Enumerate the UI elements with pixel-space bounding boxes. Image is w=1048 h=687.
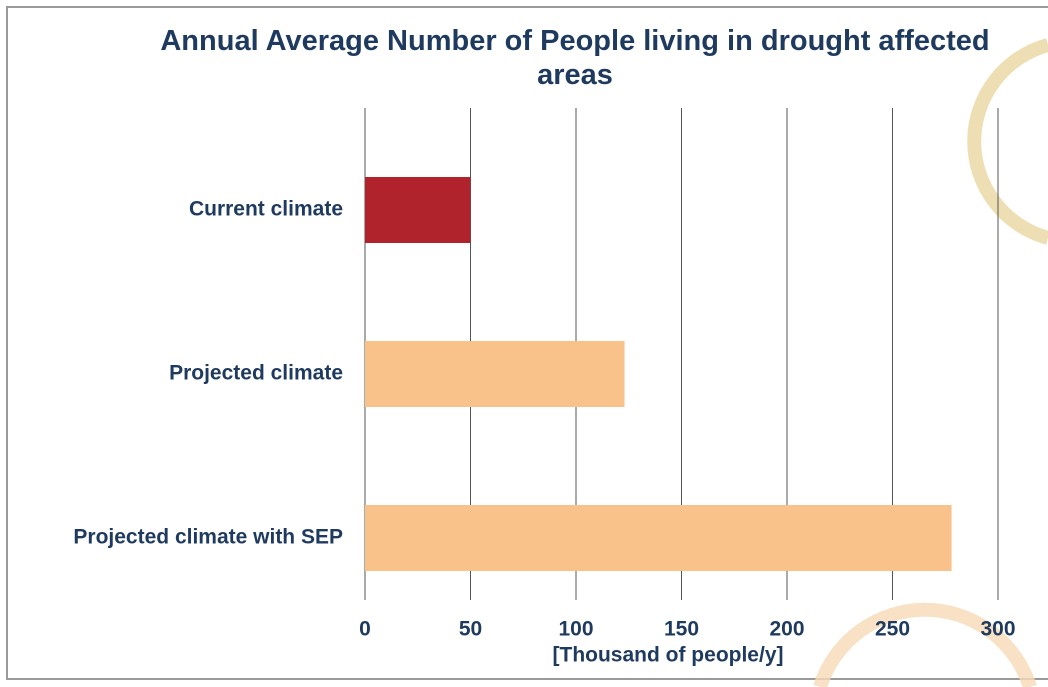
decor-arc [813,602,1037,687]
x-tick-label: 50 [459,618,482,641]
x-tick-label: 150 [664,618,699,641]
y-tick-label: Projected climate [169,362,343,385]
x-tick-label: 100 [558,618,593,641]
x-tick-label: 250 [875,618,910,641]
x-tick-label: 200 [769,618,804,641]
x-axis-label: [Thousand of people/y] [553,644,784,667]
y-tick-label: Projected climate with SEP [73,526,343,549]
bar [365,341,625,407]
bar [365,177,471,243]
y-tick-label: Current climate [189,198,343,221]
chart-title: Annual Average Number of People living i… [160,25,990,91]
decor-arc [967,38,1048,245]
x-tick-label: 300 [980,618,1015,641]
bar [365,505,952,571]
frame [6,6,1048,680]
x-tick-label: 0 [359,618,371,641]
